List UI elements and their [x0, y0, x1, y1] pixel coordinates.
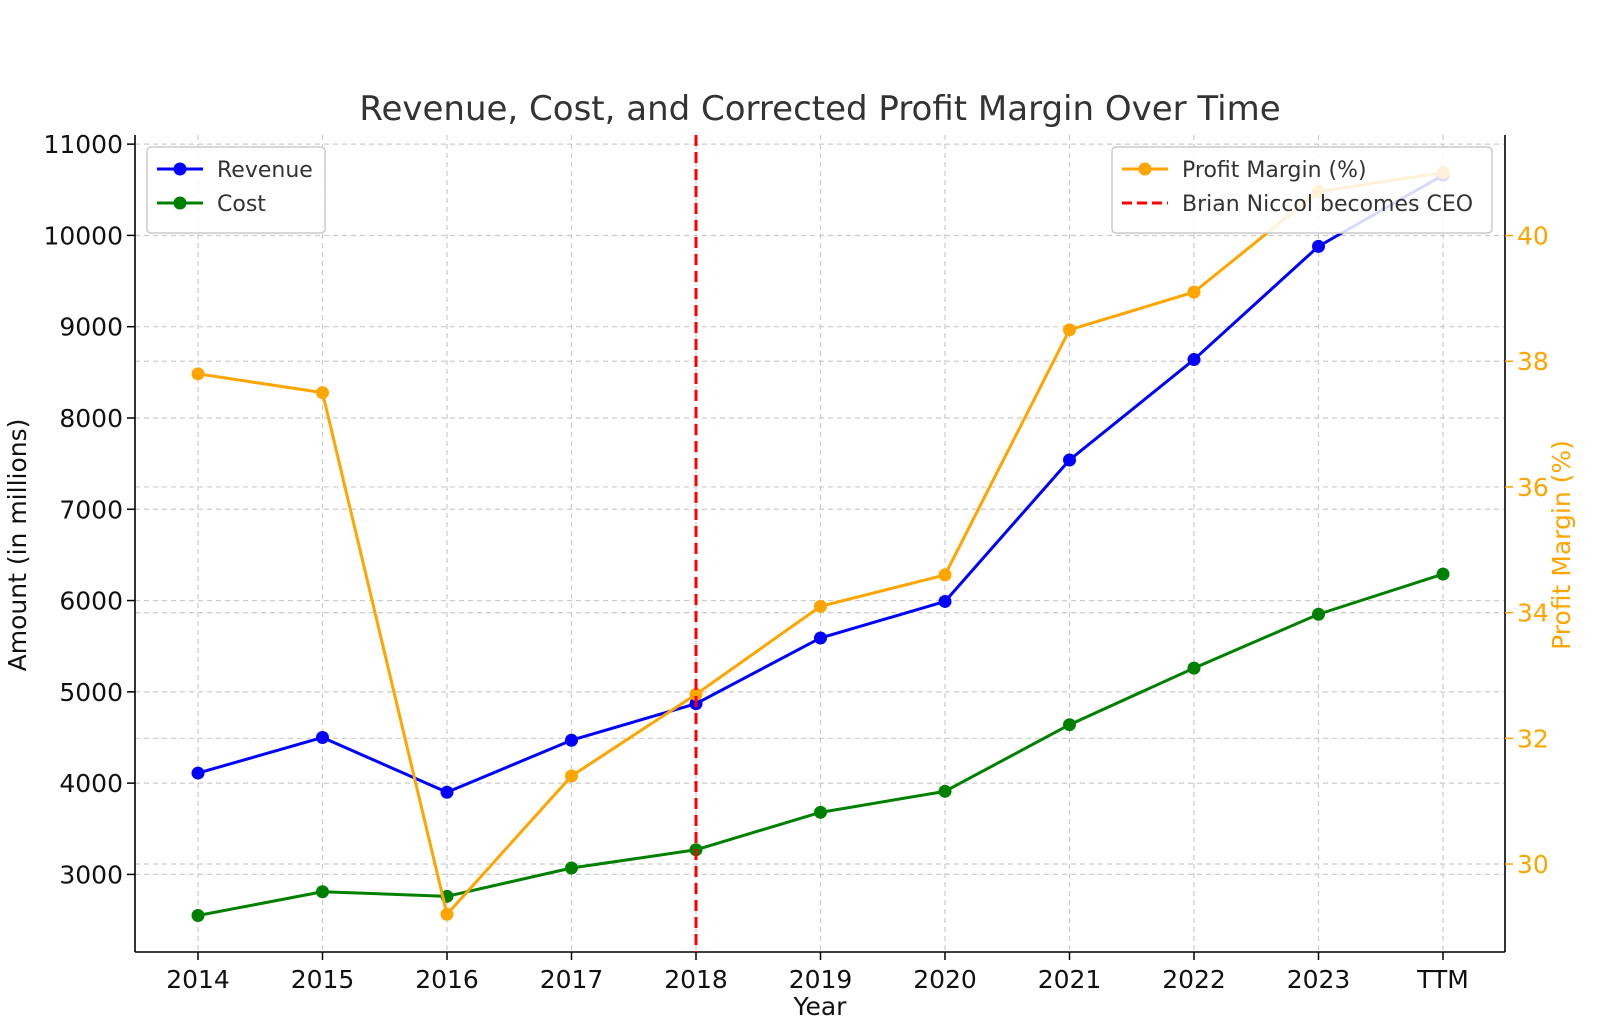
- data-point: [1063, 323, 1076, 337]
- data-point: [1312, 607, 1325, 621]
- y2-tick-label: 40: [1517, 222, 1549, 251]
- y-tick-label: 9000: [59, 313, 123, 342]
- x-tick-label: 2019: [789, 965, 853, 994]
- y-tick-label: 10000: [43, 221, 123, 250]
- data-point: [316, 885, 329, 899]
- data-point: [938, 594, 952, 608]
- y2-tick-label: 36: [1517, 473, 1549, 502]
- legend-marker: [173, 162, 187, 176]
- data-point: [191, 766, 205, 780]
- legend-layer: Revenue Cost Profit Margin (%) Brian Niccol…: [146, 146, 1493, 234]
- data-point: [1436, 567, 1450, 581]
- data-point: [938, 784, 952, 798]
- data-point: [565, 769, 578, 783]
- data-point: [1063, 718, 1076, 732]
- data-point: [814, 805, 827, 819]
- y2-tick-label: 32: [1517, 724, 1549, 753]
- legend-label: Profit Margin (%): [1182, 158, 1367, 183]
- data-point: [938, 568, 952, 582]
- x-tick-label: 2017: [540, 965, 604, 994]
- y-tick-label: 3000: [59, 860, 123, 889]
- data-point: [1312, 239, 1325, 253]
- x-tick-label: 2016: [415, 965, 479, 994]
- y-tick-label: 5000: [59, 678, 123, 707]
- x-tick-label: 2022: [1162, 965, 1226, 994]
- legend-box: [1111, 146, 1493, 234]
- legend-label: Cost: [217, 192, 266, 217]
- data-point: [814, 599, 827, 613]
- data-point: [689, 687, 703, 701]
- x-tick-label: 2021: [1038, 965, 1102, 994]
- y2-axis-label: Profit Margin (%): [1547, 440, 1576, 650]
- data-point: [440, 907, 454, 921]
- x-axis-label: Year: [793, 992, 848, 1021]
- y-axis-label: Amount (in millions): [3, 419, 32, 672]
- data-point: [316, 386, 329, 400]
- data-point: [565, 861, 578, 875]
- y-tick-label: 11000: [43, 130, 123, 159]
- data-point: [1063, 453, 1076, 467]
- x-tick-label: 2020: [913, 965, 977, 994]
- series-layer: [191, 166, 1450, 922]
- data-point: [316, 730, 329, 744]
- y-tick-label: 4000: [59, 769, 123, 798]
- data-point: [191, 367, 205, 381]
- axes: 3000 4000 5000 6000 7000 8000 9000 10000 11000 30…: [43, 130, 1548, 994]
- x-tick-label: 2014: [166, 965, 230, 994]
- data-point: [1187, 285, 1201, 299]
- data-point: [1187, 661, 1201, 675]
- legend-label: Brian Niccol becomes CEO: [1182, 192, 1473, 217]
- y-tick-label: 6000: [59, 587, 123, 616]
- x-tick-label: TTM: [1416, 965, 1469, 994]
- y2-tick-label: 30: [1517, 850, 1549, 879]
- y2-tick-label: 34: [1517, 599, 1549, 628]
- data-point: [565, 733, 578, 747]
- data-point: [814, 631, 827, 645]
- data-point: [440, 785, 454, 799]
- chart-title: Revenue, Cost, and Corrected Profit Marg…: [359, 89, 1280, 129]
- data-point: [1187, 353, 1201, 367]
- y2-tick-label: 38: [1517, 347, 1549, 376]
- y-tick-label: 8000: [59, 404, 123, 433]
- legend-label: Revenue: [217, 158, 313, 183]
- data-point: [191, 908, 205, 922]
- y-tick-label: 7000: [59, 495, 123, 524]
- x-tick-label: 2018: [664, 965, 728, 994]
- legend-marker: [173, 196, 187, 210]
- legend-marker: [1138, 162, 1152, 176]
- x-tick-label: 2015: [291, 965, 355, 994]
- series-line-revenue: [197, 173, 1444, 794]
- grid: [135, 135, 1505, 952]
- x-tick-label: 2023: [1287, 965, 1351, 994]
